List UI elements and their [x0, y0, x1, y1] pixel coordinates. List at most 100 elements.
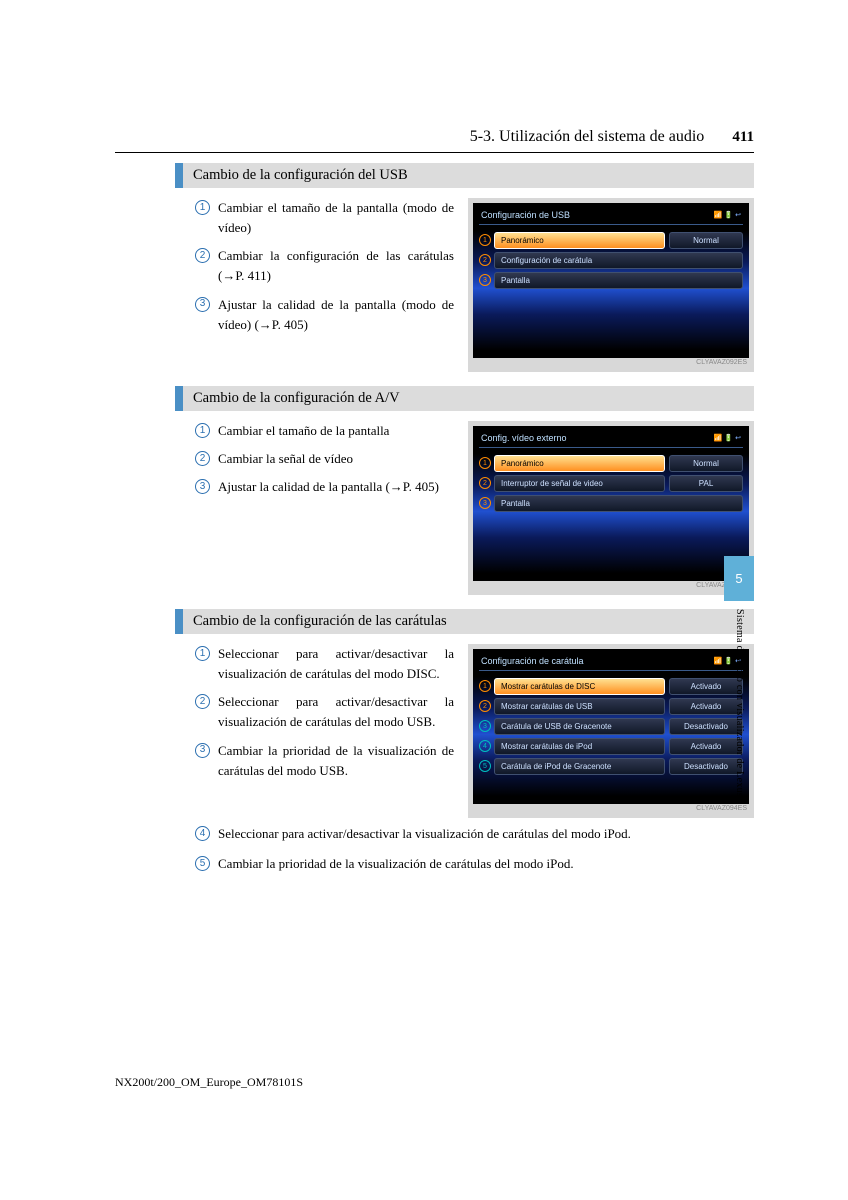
- step-number-badge: 1: [195, 423, 210, 438]
- step-list: 4 Seleccionar para activar/desactivar la…: [175, 824, 754, 874]
- step-number-badge: 5: [195, 856, 210, 871]
- step-number-badge: 4: [195, 826, 210, 841]
- section-heading: Cambio de la configuración del USB: [175, 163, 754, 188]
- screen-option-row: 1 Panorámico Normal: [479, 454, 743, 472]
- row-marker: 1: [479, 680, 491, 692]
- step-text: Cambiar la prioridad de la visualización…: [218, 741, 454, 781]
- screen-option-value[interactable]: Normal: [669, 232, 743, 249]
- step-text: Seleccionar para activar/desactivar la v…: [218, 644, 454, 684]
- screen-option-row: 3 Pantalla: [479, 494, 743, 512]
- side-tab: 5 Sistema de audio con visualizador de L…: [724, 556, 754, 797]
- screen-option-button[interactable]: Carátula de iPod de Gracenote: [494, 758, 665, 775]
- step-number-badge: 3: [195, 743, 210, 758]
- screenshot-frame: Configuración de USB 📶🔋↩ 1 Panorámico No…: [468, 198, 754, 372]
- row-marker: 3: [479, 274, 491, 286]
- step-text: Cambiar la prioridad de la visualización…: [218, 854, 754, 874]
- screen-title-bar: Configuración de carátula 📶🔋↩: [479, 654, 743, 671]
- section-heading: Cambio de la configuración de las carátu…: [175, 609, 754, 634]
- screenshot-code: CLYAVAZ092ES: [473, 358, 749, 366]
- screen-option-button[interactable]: Panorámico: [494, 455, 665, 472]
- screen-option-row: 4 Mostrar carátulas de iPod Activado: [479, 737, 743, 755]
- screen-display: Config. vídeo externo 📶🔋↩ 1 Panorámico N…: [473, 426, 749, 581]
- step-item: 1 Seleccionar para activar/desactivar la…: [195, 644, 454, 684]
- section-heading: Cambio de la configuración de A/V: [175, 386, 754, 411]
- header-section-label: 5-3. Utilización del sistema de audio: [470, 128, 705, 146]
- step-item: 2 Cambiar la configuración de las carátu…: [195, 246, 454, 286]
- chapter-tab: 5: [724, 556, 754, 601]
- step-item: 5 Cambiar la prioridad de la visualizaci…: [195, 854, 754, 874]
- screen-option-button[interactable]: Configuración de carátula: [494, 252, 743, 269]
- step-item: 2 Seleccionar para activar/desactivar la…: [195, 692, 454, 732]
- screen-title: Config. vídeo externo: [481, 433, 567, 443]
- screen-display: Configuración de carátula 📶🔋↩ 1 Mostrar …: [473, 649, 749, 804]
- screen-option-button[interactable]: Interruptor de señal de video: [494, 475, 665, 492]
- step-text: Cambiar el tamaño de la pantalla (modo d…: [218, 198, 454, 238]
- screenshot-frame: Configuración de carátula 📶🔋↩ 1 Mostrar …: [468, 644, 754, 818]
- screen-option-row: 3 Pantalla: [479, 271, 743, 289]
- step-text: Ajustar la calidad de la pantalla (modo …: [218, 295, 454, 335]
- step-number-badge: 2: [195, 451, 210, 466]
- step-list: 1 Cambiar el tamaño de la pantalla 2 Cam…: [175, 421, 454, 505]
- screen-display: Configuración de USB 📶🔋↩ 1 Panorámico No…: [473, 203, 749, 358]
- status-icons: 📶🔋↩: [714, 434, 741, 442]
- row-marker: 2: [479, 254, 491, 266]
- step-number-badge: 1: [195, 200, 210, 215]
- section-body: 1 Cambiar el tamaño de la pantalla (modo…: [175, 198, 754, 372]
- screenshot-code: CLYAVAZ094ES: [473, 804, 749, 812]
- page-number: 411: [732, 129, 754, 146]
- screen-option-value[interactable]: Normal: [669, 455, 743, 472]
- row-marker: 4: [479, 740, 491, 752]
- step-item: 1 Cambiar el tamaño de la pantalla (modo…: [195, 198, 454, 238]
- step-number-badge: 2: [195, 694, 210, 709]
- screenshot-code: CLYAVAZ093ES: [473, 581, 749, 589]
- section: Cambio de la configuración del USB 1 Cam…: [175, 163, 754, 372]
- page: 5-3. Utilización del sistema de audio 41…: [0, 0, 848, 874]
- row-marker: 3: [479, 497, 491, 509]
- footer-code: NX200t/200_OM_Europe_OM78101S: [115, 1075, 303, 1090]
- step-item: 3 Ajustar la calidad de la pantalla (→P.…: [195, 477, 454, 497]
- chapter-number: 5: [735, 571, 742, 586]
- screen-option-row: 3 Carátula de USB de Gracenote Desactiva…: [479, 717, 743, 735]
- step-text: Seleccionar para activar/desactivar la v…: [218, 824, 754, 844]
- step-list: 1 Cambiar el tamaño de la pantalla (modo…: [175, 198, 454, 343]
- screen-option-button[interactable]: Panorámico: [494, 232, 665, 249]
- screen-option-button[interactable]: Mostrar carátulas de iPod: [494, 738, 665, 755]
- section: Cambio de la configuración de A/V 1 Camb…: [175, 386, 754, 595]
- screen-title-bar: Config. vídeo externo 📶🔋↩: [479, 431, 743, 448]
- row-marker: 1: [479, 234, 491, 246]
- screen-option-row: 5 Carátula de iPod de Gracenote Desactiv…: [479, 757, 743, 775]
- screen-option-value[interactable]: PAL: [669, 475, 743, 492]
- step-item: 3 Cambiar la prioridad de la visualizaci…: [195, 741, 454, 781]
- step-number-badge: 3: [195, 479, 210, 494]
- step-number-badge: 1: [195, 646, 210, 661]
- section: Cambio de la configuración de las carátu…: [175, 609, 754, 874]
- screen-option-row: 2 Mostrar carátulas de USB Activado: [479, 697, 743, 715]
- screen-option-row: 2 Interruptor de señal de video PAL: [479, 474, 743, 492]
- section-body: 1 Cambiar el tamaño de la pantalla 2 Cam…: [175, 421, 754, 595]
- step-number-badge: 2: [195, 248, 210, 263]
- screen-title: Configuración de USB: [481, 210, 570, 220]
- row-marker: 5: [479, 760, 491, 772]
- step-item: 3 Ajustar la calidad de la pantalla (mod…: [195, 295, 454, 335]
- screen-option-button[interactable]: Pantalla: [494, 495, 743, 512]
- step-number-badge: 3: [195, 297, 210, 312]
- screen-option-button[interactable]: Carátula de USB de Gracenote: [494, 718, 665, 735]
- screen-title: Configuración de carátula: [481, 656, 584, 666]
- step-item: 2 Cambiar la señal de vídeo: [195, 449, 454, 469]
- step-text: Cambiar el tamaño de la pantalla: [218, 421, 454, 441]
- screen-option-button[interactable]: Mostrar carátulas de DISC: [494, 678, 665, 695]
- page-header: 5-3. Utilización del sistema de audio 41…: [115, 128, 754, 153]
- screen-option-row: 2 Configuración de carátula: [479, 251, 743, 269]
- step-list: 1 Seleccionar para activar/desactivar la…: [175, 644, 454, 789]
- step-item: 4 Seleccionar para activar/desactivar la…: [195, 824, 754, 844]
- row-marker: 3: [479, 720, 491, 732]
- status-icons: 📶🔋↩: [714, 211, 741, 219]
- section-body: 1 Seleccionar para activar/desactivar la…: [175, 644, 754, 818]
- screen-option-button[interactable]: Pantalla: [494, 272, 743, 289]
- screen-option-button[interactable]: Mostrar carátulas de USB: [494, 698, 665, 715]
- row-marker: 1: [479, 457, 491, 469]
- screenshot-frame: Config. vídeo externo 📶🔋↩ 1 Panorámico N…: [468, 421, 754, 595]
- step-item: 1 Cambiar el tamaño de la pantalla: [195, 421, 454, 441]
- screen-option-row: 1 Panorámico Normal: [479, 231, 743, 249]
- chapter-title-vertical: Sistema de audio con visualizador de Lex…: [734, 609, 745, 797]
